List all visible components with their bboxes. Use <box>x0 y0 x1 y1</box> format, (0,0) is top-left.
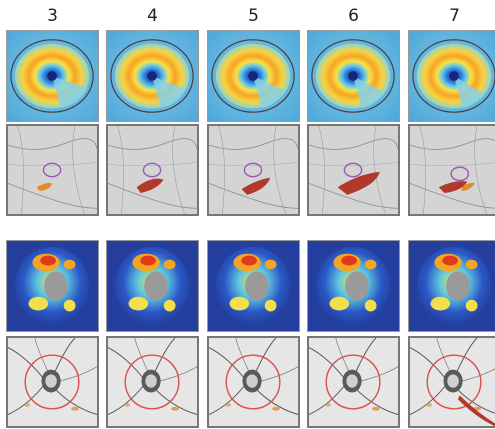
macula-thickness-map-4 <box>106 30 199 122</box>
column-header-6: 6 <box>307 6 400 26</box>
macula-thickness-map-3 <box>6 30 99 122</box>
macula-fundus-image-6 <box>307 124 400 216</box>
disc-thickness-map-6 <box>307 240 400 332</box>
column-header-3: 3 <box>6 6 99 26</box>
disc-thickness-map-5 <box>207 240 300 332</box>
disc-fundus-image-5 <box>207 336 300 428</box>
column-header-5: 5 <box>207 6 300 26</box>
disc-fundus-image-4 <box>106 336 199 428</box>
macula-fundus-image-3 <box>6 124 99 216</box>
disc-fundus-image-6 <box>307 336 400 428</box>
macula-thickness-map-5 <box>207 30 300 122</box>
disc-thickness-map-3 <box>6 240 99 332</box>
disc-fundus-image-7 <box>408 336 495 428</box>
column-header-4: 4 <box>106 6 199 26</box>
disc-fundus-image-3 <box>6 336 99 428</box>
column-header-7: 7 <box>408 6 495 26</box>
macula-fundus-image-5 <box>207 124 300 216</box>
macula-thickness-map-6 <box>307 30 400 122</box>
disc-thickness-map-7 <box>408 240 495 332</box>
disc-thickness-map-4 <box>106 240 199 332</box>
macula-fundus-image-7 <box>408 124 495 216</box>
macula-fundus-image-4 <box>106 124 199 216</box>
macula-thickness-map-7 <box>408 30 495 122</box>
